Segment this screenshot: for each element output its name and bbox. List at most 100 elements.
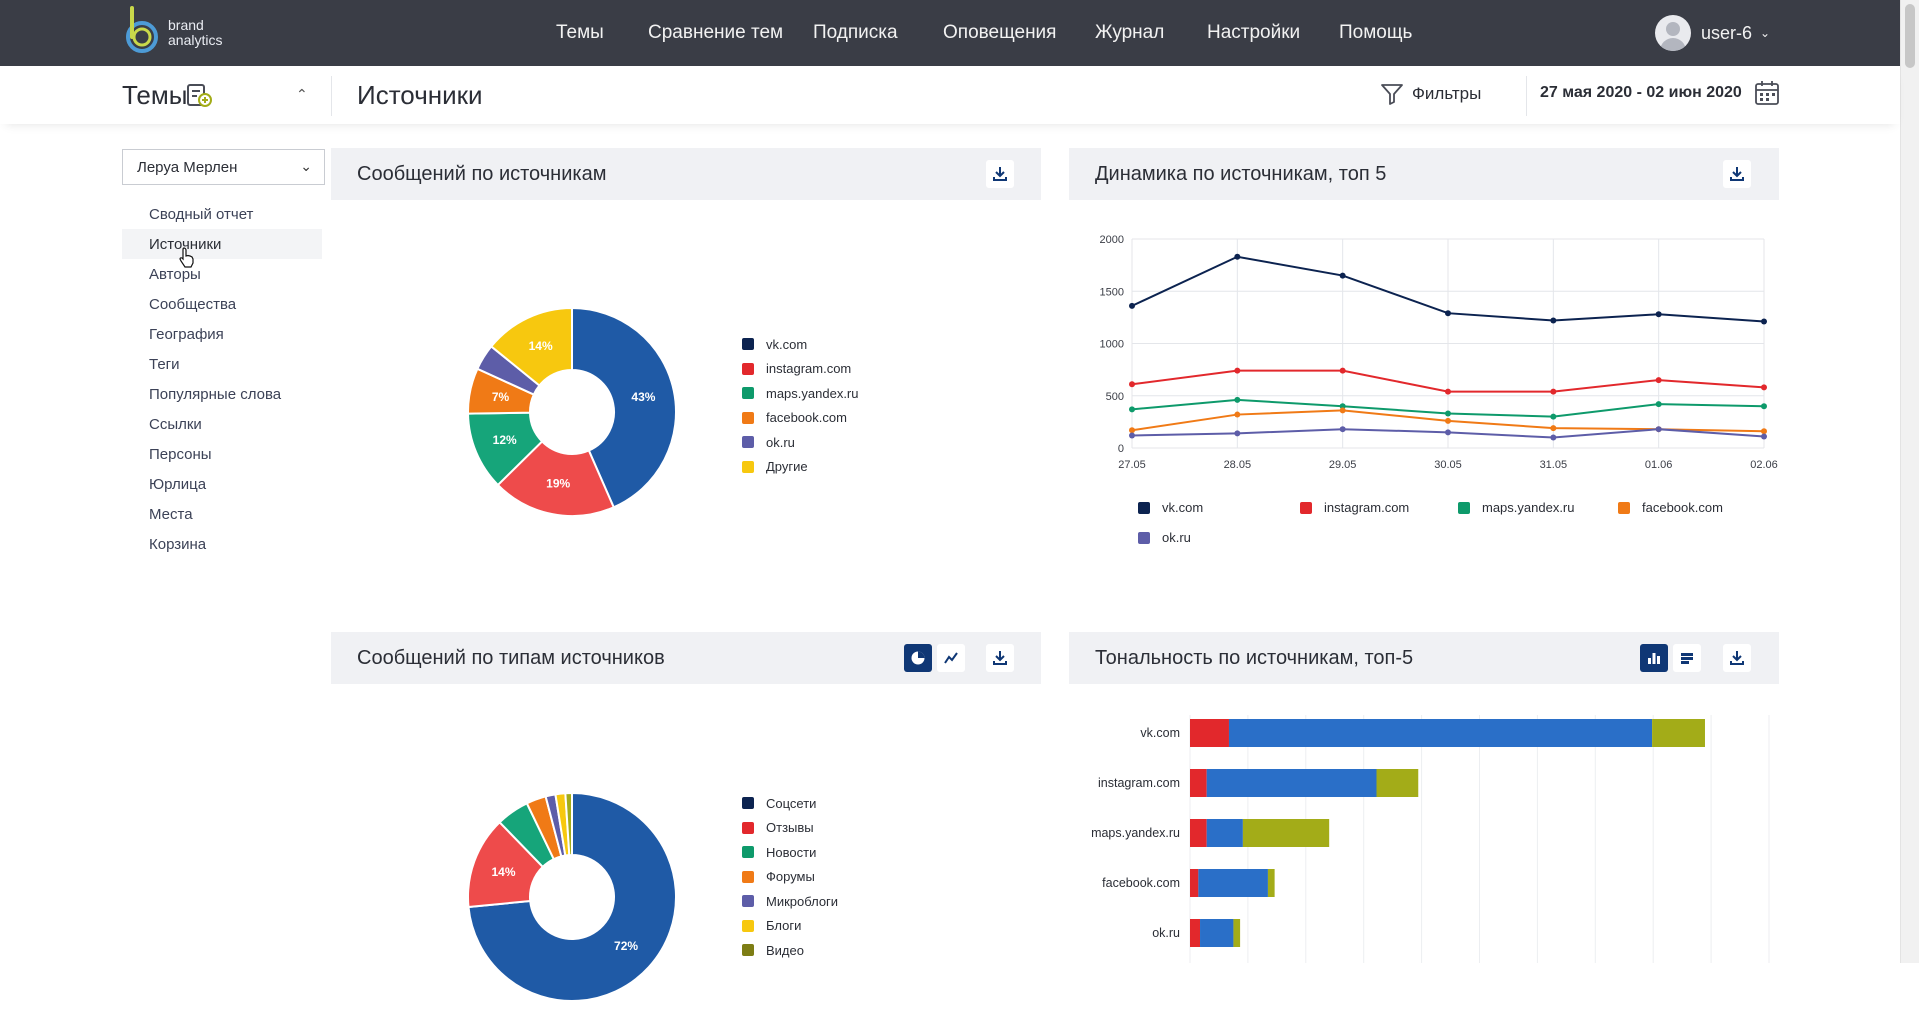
series-point[interactable]	[1234, 367, 1241, 374]
sidebar-item-4[interactable]: География	[149, 326, 224, 343]
bar-segment[interactable]	[1190, 919, 1201, 947]
series-point[interactable]	[1339, 272, 1346, 279]
add-theme-icon[interactable]	[186, 82, 212, 108]
sidebar-item-2[interactable]: Авторы	[149, 266, 201, 283]
series-point[interactable]	[1339, 426, 1346, 433]
series-point[interactable]	[1445, 429, 1451, 436]
bar-segment[interactable]	[1228, 719, 1653, 747]
legend-item[interactable]: Соцсети	[742, 791, 838, 816]
collapse-chevron-icon[interactable]: ⌃	[296, 86, 308, 102]
bar-segment[interactable]	[1652, 719, 1705, 747]
bar-view-button[interactable]	[1640, 644, 1668, 672]
download-button[interactable]	[986, 160, 1014, 188]
scrollbar-thumb[interactable]	[1905, 4, 1915, 68]
sidebar-item-3[interactable]: Сообщества	[149, 296, 237, 313]
bar-segment[interactable]	[1206, 769, 1377, 797]
bar-segment[interactable]	[1198, 869, 1268, 897]
series-point[interactable]	[1761, 384, 1767, 391]
donut-slice-5[interactable]	[489, 306, 573, 387]
series-point[interactable]	[1655, 401, 1662, 408]
bar-segment[interactable]	[1206, 819, 1243, 847]
series-point[interactable]	[1129, 406, 1135, 413]
user-menu[interactable]: user-6 ⌄	[1655, 14, 1770, 52]
nav-item-0[interactable]: Темы	[556, 22, 604, 43]
bar-segment[interactable]	[1190, 769, 1207, 797]
legend-item[interactable]: maps.yandex.ru	[1458, 500, 1575, 515]
bar-segment[interactable]	[1376, 769, 1419, 797]
series-point[interactable]	[1234, 253, 1241, 260]
sidebar-item-1[interactable]: Источники	[122, 229, 322, 259]
line-view-button[interactable]	[937, 644, 965, 672]
series-point[interactable]	[1234, 411, 1241, 418]
series-point[interactable]	[1129, 427, 1135, 434]
series-point[interactable]	[1655, 377, 1662, 384]
donut-slice-0[interactable]	[571, 306, 677, 509]
bar-segment[interactable]	[1242, 819, 1330, 847]
series-point[interactable]	[1339, 407, 1346, 414]
series-point[interactable]	[1550, 317, 1557, 324]
nav-item-4[interactable]: Журнал	[1095, 22, 1165, 43]
bar-segment[interactable]	[1190, 719, 1229, 747]
sidebar-item-11[interactable]: Корзина	[149, 536, 207, 553]
legend-item[interactable]: Форумы	[742, 865, 838, 890]
download-button[interactable]	[986, 644, 1014, 672]
series-point[interactable]	[1339, 403, 1346, 410]
series-point[interactable]	[1761, 403, 1767, 410]
series-point[interactable]	[1550, 388, 1557, 395]
nav-item-5[interactable]: Настройки	[1207, 22, 1301, 43]
series-point[interactable]	[1550, 434, 1557, 441]
calendar-icon[interactable]	[1754, 80, 1780, 106]
sidebar-item-10[interactable]: Места	[149, 506, 193, 523]
legend-item[interactable]: vk.com	[1138, 500, 1203, 515]
theme-select[interactable]: Леруа Мерлен ⌄	[122, 149, 325, 185]
donut-slice-1[interactable]	[496, 440, 616, 517]
series-point[interactable]	[1234, 396, 1241, 403]
legend-item[interactable]: maps.yandex.ru	[742, 381, 859, 406]
filters-button[interactable]: Фильтры	[1380, 82, 1481, 106]
legend-item[interactable]: facebook.com	[742, 406, 859, 431]
nav-item-1[interactable]: Сравнение тем	[648, 22, 784, 43]
legend-item[interactable]: Другие	[742, 455, 859, 480]
series-point[interactable]	[1445, 388, 1451, 395]
legend-item[interactable]: ok.ru	[1138, 530, 1191, 545]
date-range[interactable]: 27 мая 2020 - 02 июн 2020	[1540, 84, 1742, 101]
series-point[interactable]	[1761, 318, 1767, 325]
page-scrollbar[interactable]	[1900, 0, 1919, 963]
brand-logo[interactable]: brand analytics	[122, 4, 242, 60]
sidebar-item-5[interactable]: Теги	[149, 356, 180, 373]
series-point[interactable]	[1550, 413, 1557, 420]
bar-segment[interactable]	[1190, 819, 1207, 847]
series-point[interactable]	[1761, 428, 1767, 435]
legend-item[interactable]: Видео	[742, 938, 838, 963]
series-point[interactable]	[1761, 433, 1767, 440]
series-point[interactable]	[1339, 367, 1346, 374]
bar-segment[interactable]	[1267, 869, 1275, 897]
sidebar-item-8[interactable]: Персоны	[149, 446, 212, 463]
series-point[interactable]	[1445, 417, 1451, 424]
download-button[interactable]	[1723, 644, 1751, 672]
series-point[interactable]	[1655, 311, 1662, 318]
nav-item-6[interactable]: Помощь	[1339, 22, 1413, 43]
sidebar-item-9[interactable]: Юрлица	[149, 476, 207, 493]
nav-item-2[interactable]: Подписка	[813, 22, 898, 43]
legend-item[interactable]: Отзывы	[742, 816, 838, 841]
sidebar-item-0[interactable]: Сводный отчет	[149, 206, 254, 223]
download-button[interactable]	[1723, 160, 1751, 188]
legend-item[interactable]: Блоги	[742, 914, 838, 939]
series-point[interactable]	[1129, 432, 1135, 439]
legend-item[interactable]: Новости	[742, 840, 838, 865]
sidebar-item-7[interactable]: Ссылки	[149, 416, 202, 433]
series-point[interactable]	[1445, 410, 1451, 417]
series-point[interactable]	[1129, 381, 1135, 388]
sidebar-item-6[interactable]: Популярные слова	[149, 386, 282, 403]
legend-item[interactable]: instagram.com	[742, 357, 859, 382]
series-point[interactable]	[1550, 425, 1557, 432]
bar-segment[interactable]	[1190, 869, 1199, 897]
legend-item[interactable]: facebook.com	[1618, 500, 1723, 515]
series-point[interactable]	[1129, 302, 1135, 309]
bar-segment[interactable]	[1233, 919, 1241, 947]
pie-view-button[interactable]	[904, 644, 932, 672]
legend-item[interactable]: ok.ru	[742, 430, 859, 455]
bar-segment[interactable]	[1200, 919, 1234, 947]
series-point[interactable]	[1445, 310, 1451, 317]
